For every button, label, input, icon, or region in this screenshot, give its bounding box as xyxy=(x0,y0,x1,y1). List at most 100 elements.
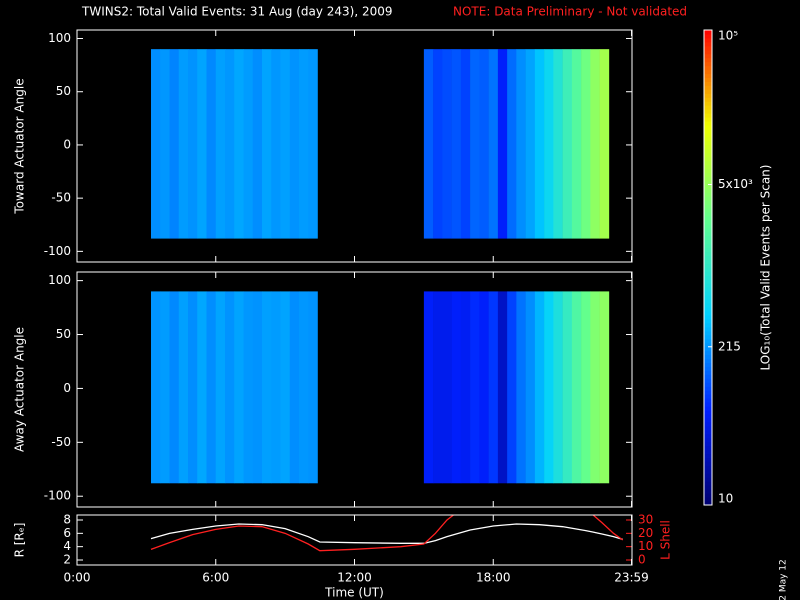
colorbar-swatch xyxy=(704,117,712,122)
colorbar-swatch xyxy=(704,176,712,181)
colorbar-swatch xyxy=(704,192,712,197)
colorbar-swatch xyxy=(704,247,712,253)
colorbar-swatch xyxy=(704,152,712,158)
heatmap-cell xyxy=(215,49,226,239)
x-tick-label: 6:00 xyxy=(202,571,229,585)
colorbar-swatch xyxy=(704,125,712,130)
y-axis-label: R [Rₑ] xyxy=(13,523,27,558)
panel-frame xyxy=(76,514,633,566)
colorbar-swatch xyxy=(704,105,712,110)
colorbar-swatch xyxy=(704,315,712,320)
colorbar-swatch xyxy=(704,402,712,407)
colorbar-swatch xyxy=(704,49,712,55)
colorbar-tick-label: 10⁵ xyxy=(718,29,738,43)
heatmap-cell xyxy=(470,49,480,239)
heatmap-cell xyxy=(581,49,591,239)
colorbar-swatch xyxy=(704,445,712,451)
colorbar-swatch xyxy=(704,89,712,94)
y-tick-label: 2 xyxy=(63,553,71,567)
colorbar-swatch xyxy=(704,275,712,280)
x-tick-label: 23:59 xyxy=(614,571,649,585)
colorbar-swatch xyxy=(704,322,712,328)
heatmap-cell xyxy=(225,49,235,239)
heatmap-cell xyxy=(234,49,244,239)
colorbar-swatch xyxy=(704,57,712,63)
plot-area xyxy=(150,515,624,552)
colorbar-swatch xyxy=(704,406,712,411)
colorbar-swatch xyxy=(704,299,712,304)
heatmap-cell xyxy=(590,49,600,239)
colorbar-swatch xyxy=(704,239,712,245)
colorbar-swatch xyxy=(704,196,712,201)
colorbar-swatch xyxy=(704,469,712,474)
x-tick-label: 0:00 xyxy=(64,571,91,585)
heatmap-cell xyxy=(599,49,610,239)
colorbar-swatch xyxy=(704,93,712,98)
colorbar-swatch xyxy=(704,307,712,312)
heatmap-cell xyxy=(308,49,318,239)
colorbar-swatch xyxy=(704,413,712,419)
colorbar-swatch xyxy=(704,318,712,324)
colorbar-swatch xyxy=(704,77,712,82)
y-tick-label: 100 xyxy=(48,273,71,287)
heatmap-cell xyxy=(507,49,517,239)
heatmap-cell xyxy=(225,291,235,484)
heatmap-cell xyxy=(562,49,573,239)
colorbar-swatch xyxy=(704,362,712,367)
colorbar-swatch xyxy=(704,437,712,443)
colorbar-swatch xyxy=(704,212,712,217)
colorbar-swatch xyxy=(704,346,712,352)
colorbar-swatch xyxy=(704,453,712,458)
colorbar-swatch xyxy=(704,69,712,75)
heatmap-cell xyxy=(215,291,226,484)
heatmap-cell xyxy=(289,49,300,239)
y-tick-label: -50 xyxy=(51,435,71,449)
heatmap-cell xyxy=(460,49,471,239)
y-tick-label: 6 xyxy=(63,526,71,540)
y-tick-label: 50 xyxy=(56,327,71,341)
colorbar-swatch xyxy=(704,287,712,292)
colorbar-swatch xyxy=(704,172,712,177)
y-tick-label: 100 xyxy=(48,31,71,45)
colorbar-swatch xyxy=(704,235,712,241)
heatmap-cell xyxy=(188,49,198,239)
heatmap-cell xyxy=(197,291,207,484)
colorbar-swatch xyxy=(704,493,712,498)
heatmap-cell xyxy=(299,291,309,484)
heatmap-cell xyxy=(562,291,573,484)
heatmap-cell xyxy=(534,291,545,484)
heatmap-cell xyxy=(451,291,462,484)
y2-axis-label: L Shell xyxy=(659,520,673,560)
colorbar-swatch xyxy=(704,164,712,170)
heatmap-cell xyxy=(280,49,291,239)
heatmap-cell xyxy=(599,291,610,484)
colorbar-swatch xyxy=(704,208,712,213)
colorbar-swatch xyxy=(704,144,712,150)
colorbar-swatch xyxy=(704,366,712,371)
x-axis-label: Time (UT) xyxy=(324,586,384,600)
colorbar-swatch xyxy=(704,326,712,332)
y-axis-label: Toward Actuator Angle xyxy=(13,78,27,214)
colorbar-swatch xyxy=(704,216,712,221)
colorbar-tick-label: 215 xyxy=(718,339,741,353)
heatmap-cell xyxy=(497,49,508,239)
colorbar-swatch xyxy=(704,358,712,363)
colorbar-swatch xyxy=(704,477,712,482)
heatmap-cell xyxy=(534,49,545,239)
heatmap-cell xyxy=(206,291,217,484)
colorbar-swatch xyxy=(704,481,712,486)
colorbar-swatch xyxy=(704,61,712,67)
colorbar-swatch xyxy=(704,390,712,395)
colorbar-swatch xyxy=(704,231,712,237)
heatmap-cell xyxy=(525,49,536,239)
y2-tick-label: 30 xyxy=(638,513,653,527)
colorbar-swatch xyxy=(704,259,712,265)
colorbar-swatch xyxy=(704,330,712,336)
heatmap-cell xyxy=(252,291,263,484)
heatmap-cell xyxy=(525,291,536,484)
colorbar-swatch xyxy=(704,251,712,257)
colorbar-swatch xyxy=(704,255,712,261)
colorbar-swatch xyxy=(704,227,712,233)
heatmap-cell xyxy=(470,291,480,484)
